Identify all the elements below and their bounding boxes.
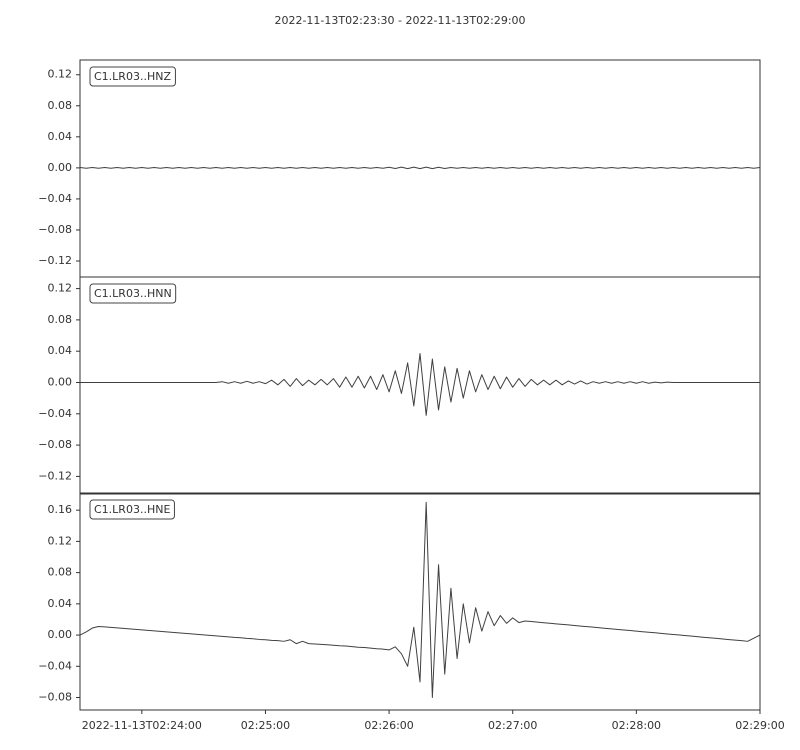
x-tick-label: 02:28:00: [612, 719, 661, 732]
x-tick-label: 02:25:00: [241, 719, 290, 732]
y-tick-label: −0.04: [38, 407, 72, 420]
y-tick-label: −0.12: [38, 254, 72, 267]
y-tick-label: −0.12: [38, 469, 72, 482]
panel-frame: [79, 276, 761, 495]
x-tick-label: 02:26:00: [364, 719, 413, 732]
x-tick-label: 2022-11-13T02:24:00: [82, 719, 202, 732]
y-tick-label: −0.04: [38, 192, 72, 205]
y-tick-label: 0.16: [48, 503, 73, 516]
trace-label-box: [89, 66, 176, 87]
panel-frame: [79, 492, 761, 711]
trace: [79, 501, 761, 699]
y-tick-label: −0.08: [38, 438, 72, 451]
x-tick-label: 02:29:00: [735, 719, 784, 732]
y-tick-label: 0.08: [48, 99, 73, 112]
y-tick-label: 0.08: [48, 566, 73, 579]
y-tick-label: 0.04: [48, 597, 73, 610]
y-tick-label: 0.12: [48, 534, 73, 547]
y-tick-label: −0.08: [38, 691, 72, 704]
trace-label-box: [89, 499, 175, 520]
y-tick-label: 0.04: [48, 344, 73, 357]
trace-label: C1.LR03..HNZ: [94, 70, 171, 83]
y-tick-label: 0.00: [48, 161, 73, 174]
trace-label-box: [89, 283, 177, 304]
y-tick-label: 0.00: [48, 375, 73, 388]
y-tick-label: 0.04: [48, 130, 73, 143]
y-tick-label: −0.08: [38, 223, 72, 236]
y-tick-label: 0.12: [48, 68, 73, 81]
trace-label: C1.LR03..HNE: [94, 503, 170, 516]
y-tick-label: 0.12: [48, 282, 73, 295]
y-tick-label: 0.08: [48, 313, 73, 326]
trace: [80, 353, 760, 416]
trace-label: C1.LR03..HNN: [94, 287, 172, 300]
chart-title: 2022-11-13T02:23:30 - 2022-11-13T02:29:0…: [274, 14, 525, 27]
trace: [79, 166, 761, 170]
x-tick-label: 02:27:00: [488, 719, 537, 732]
y-tick-label: 0.00: [48, 628, 73, 641]
y-tick-label: −0.04: [38, 659, 72, 672]
